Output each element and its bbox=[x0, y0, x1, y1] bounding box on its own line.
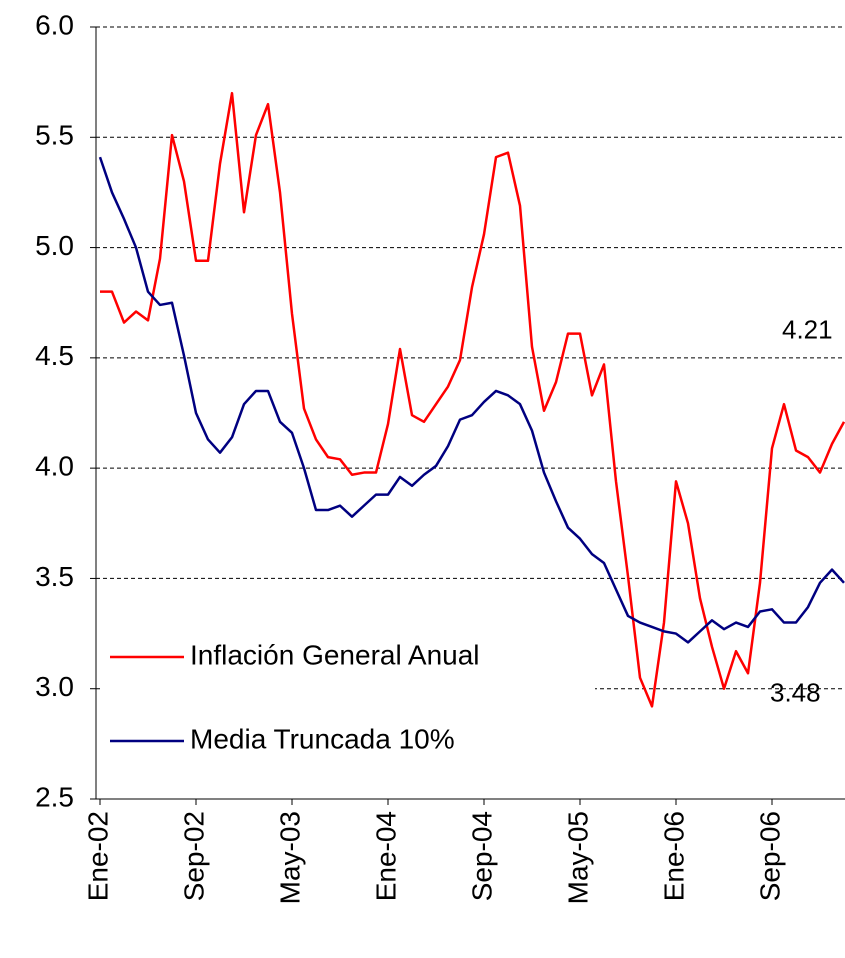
y-tick-label: 4.5 bbox=[35, 340, 74, 371]
x-tick-label: Ene-06 bbox=[658, 811, 689, 901]
legend-label: Media Truncada 10% bbox=[190, 723, 455, 754]
legend-label: Inflación General Anual bbox=[190, 639, 480, 670]
x-tick-label: Sep-04 bbox=[466, 811, 497, 901]
data-label: 4.21 bbox=[782, 315, 833, 345]
legend-background bbox=[100, 620, 595, 770]
y-tick-label: 5.5 bbox=[35, 120, 74, 151]
x-tick-label: Sep-06 bbox=[754, 811, 785, 901]
series-line bbox=[98, 156, 845, 644]
y-tick-label: 4.0 bbox=[35, 451, 74, 482]
data-label: 3.48 bbox=[770, 678, 821, 708]
x-tick-label: May-03 bbox=[274, 811, 305, 904]
x-tick-label: Sep-02 bbox=[178, 811, 209, 901]
y-tick-label: 5.0 bbox=[35, 230, 74, 261]
y-tick-label: 3.5 bbox=[35, 561, 74, 592]
y-tick-label: 3.0 bbox=[35, 671, 74, 702]
series-line bbox=[100, 91, 845, 708]
x-tick-label: May-05 bbox=[562, 811, 593, 904]
y-tick-label: 6.0 bbox=[35, 9, 74, 40]
x-tick-label: Ene-04 bbox=[370, 811, 401, 901]
y-tick-label: 2.5 bbox=[35, 781, 74, 812]
x-tick-label: Ene-02 bbox=[82, 811, 113, 901]
